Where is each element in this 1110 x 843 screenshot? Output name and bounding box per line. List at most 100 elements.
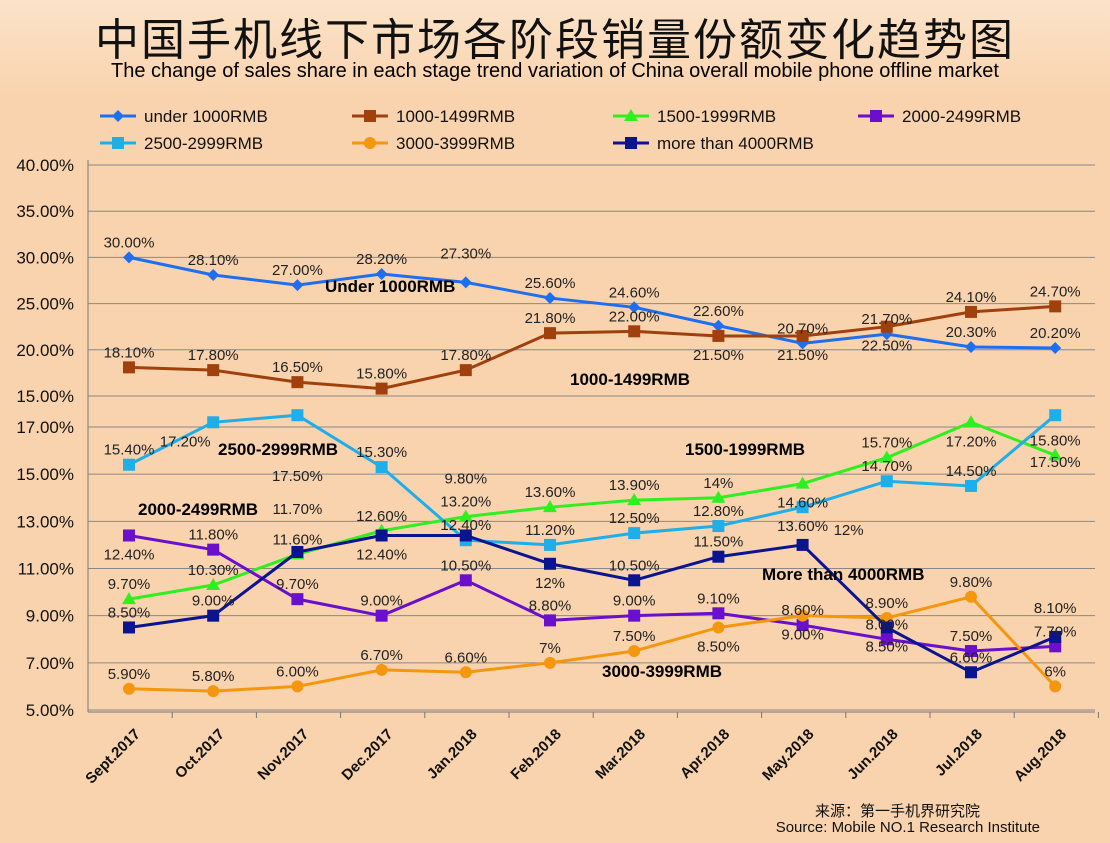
data-point [207,543,220,556]
data-label: 22.60% [693,303,744,320]
data-point [459,529,472,542]
data-label: 22.00% [609,308,660,325]
data-point [375,382,388,395]
data-point [628,527,641,540]
series-line-6 [128,533,1056,674]
data-label: 12.80% [693,503,744,520]
legend-marker [870,110,882,122]
series-annotation: 2000-2499RMB [138,500,258,519]
series-line-5 [128,595,1057,693]
data-label: 12% [834,522,864,539]
data-label: 12.50% [609,510,660,527]
data-label: 14% [703,475,733,492]
data-label: 9.80% [950,574,993,591]
data-label: 22.50% [861,338,912,355]
data-label: 9.70% [108,576,151,593]
y-tick-label: 20.00% [16,341,74,360]
data-point [1049,640,1062,653]
data-label: 7.70% [1034,623,1077,640]
source-cn: 来源：第一手机界研究院 [814,803,980,820]
data-point [544,292,556,305]
data-point [207,685,220,698]
y-tick-label: 35.00% [16,202,74,221]
data-label: 10.50% [609,557,660,574]
series-line-0 [128,255,1056,350]
data-point [375,663,388,676]
data-point [628,645,641,658]
series-annotation: 2500-2999RMB [218,440,338,459]
data-point [123,621,135,634]
y-tick-label: 13.00% [16,512,74,531]
data-point [123,251,135,264]
data-label: 8.00% [866,616,909,633]
data-point [965,341,977,354]
data-point [1049,680,1062,693]
data-point [880,612,893,625]
data-point [879,450,894,463]
data-label: 24.60% [609,284,660,301]
data-point [375,609,388,622]
series-annotation: 1500-1999RMB [685,440,805,459]
x-tick-label: Sept.2017 [82,726,144,788]
data-point [291,593,304,606]
data-label: 15.30% [356,444,407,461]
data-point [375,461,388,474]
data-label: 11.60% [273,531,323,548]
data-point [965,645,977,658]
data-point [207,268,220,281]
data-label: 15.70% [861,435,912,452]
data-point [458,509,473,522]
data-point [375,529,388,542]
data-label: 5.80% [192,668,235,685]
data-label: 8.50% [866,638,909,655]
legend-label: 3000-3999RMB [396,134,515,153]
series-annotation: Under 1000RMB [325,277,455,296]
data-label: 12.40% [356,546,407,563]
data-point [123,682,135,695]
data-label: 15.40% [104,442,155,459]
data-label: 8.50% [697,638,740,655]
x-tick-label: Mar.2018 [592,726,649,783]
x-tick-label: May.2018 [759,726,817,784]
data-point [1049,630,1062,643]
data-point [796,538,809,551]
data-point [628,325,641,338]
data-point [291,680,304,693]
data-point [291,279,304,292]
data-label: 14.60% [777,495,828,512]
data-label: 21.80% [525,310,576,327]
data-point [965,666,977,679]
data-point [712,520,725,533]
x-tick-label: Feb.2018 [507,726,564,783]
title-area: 中国手机线下市场各阶段销量份额变化趋势图 The change of sales… [0,0,1110,96]
data-label: 20.70% [777,320,828,337]
data-label: 14.50% [946,463,997,480]
data-point [123,361,135,374]
data-label: 13.60% [525,484,576,501]
data-point [123,529,135,542]
x-tick-label: Dec.2017 [338,726,396,784]
legend-marker [112,137,124,149]
data-label: 7% [539,640,561,657]
data-point [459,364,472,377]
legend-label: more than 4000RMB [657,134,814,153]
y-tick-label: 11.00% [18,560,74,579]
chart-title: 中国手机线下市场各阶段销量份额变化趋势图 [95,15,1015,66]
y-tick-label: 17.00% [16,418,74,437]
data-point [207,364,220,377]
data-label: 7.50% [613,628,656,645]
data-point [627,493,642,506]
x-tick-label: Nov.2017 [254,726,312,784]
data-point [1048,448,1063,461]
data-label: 25.60% [525,275,576,292]
y-tick-label: 40.00% [16,156,74,175]
data-label: 14.70% [861,458,912,475]
chart-subtitle: The change of sales share in each stage … [111,60,999,82]
x-tick-label: Aug.2018 [1011,726,1070,785]
data-label: 17.50% [1030,454,1081,471]
data-label: 9.00% [360,593,403,610]
data-point [207,416,220,429]
y-tick-label: 15.00% [16,465,74,484]
data-label: 16.50% [272,359,323,376]
